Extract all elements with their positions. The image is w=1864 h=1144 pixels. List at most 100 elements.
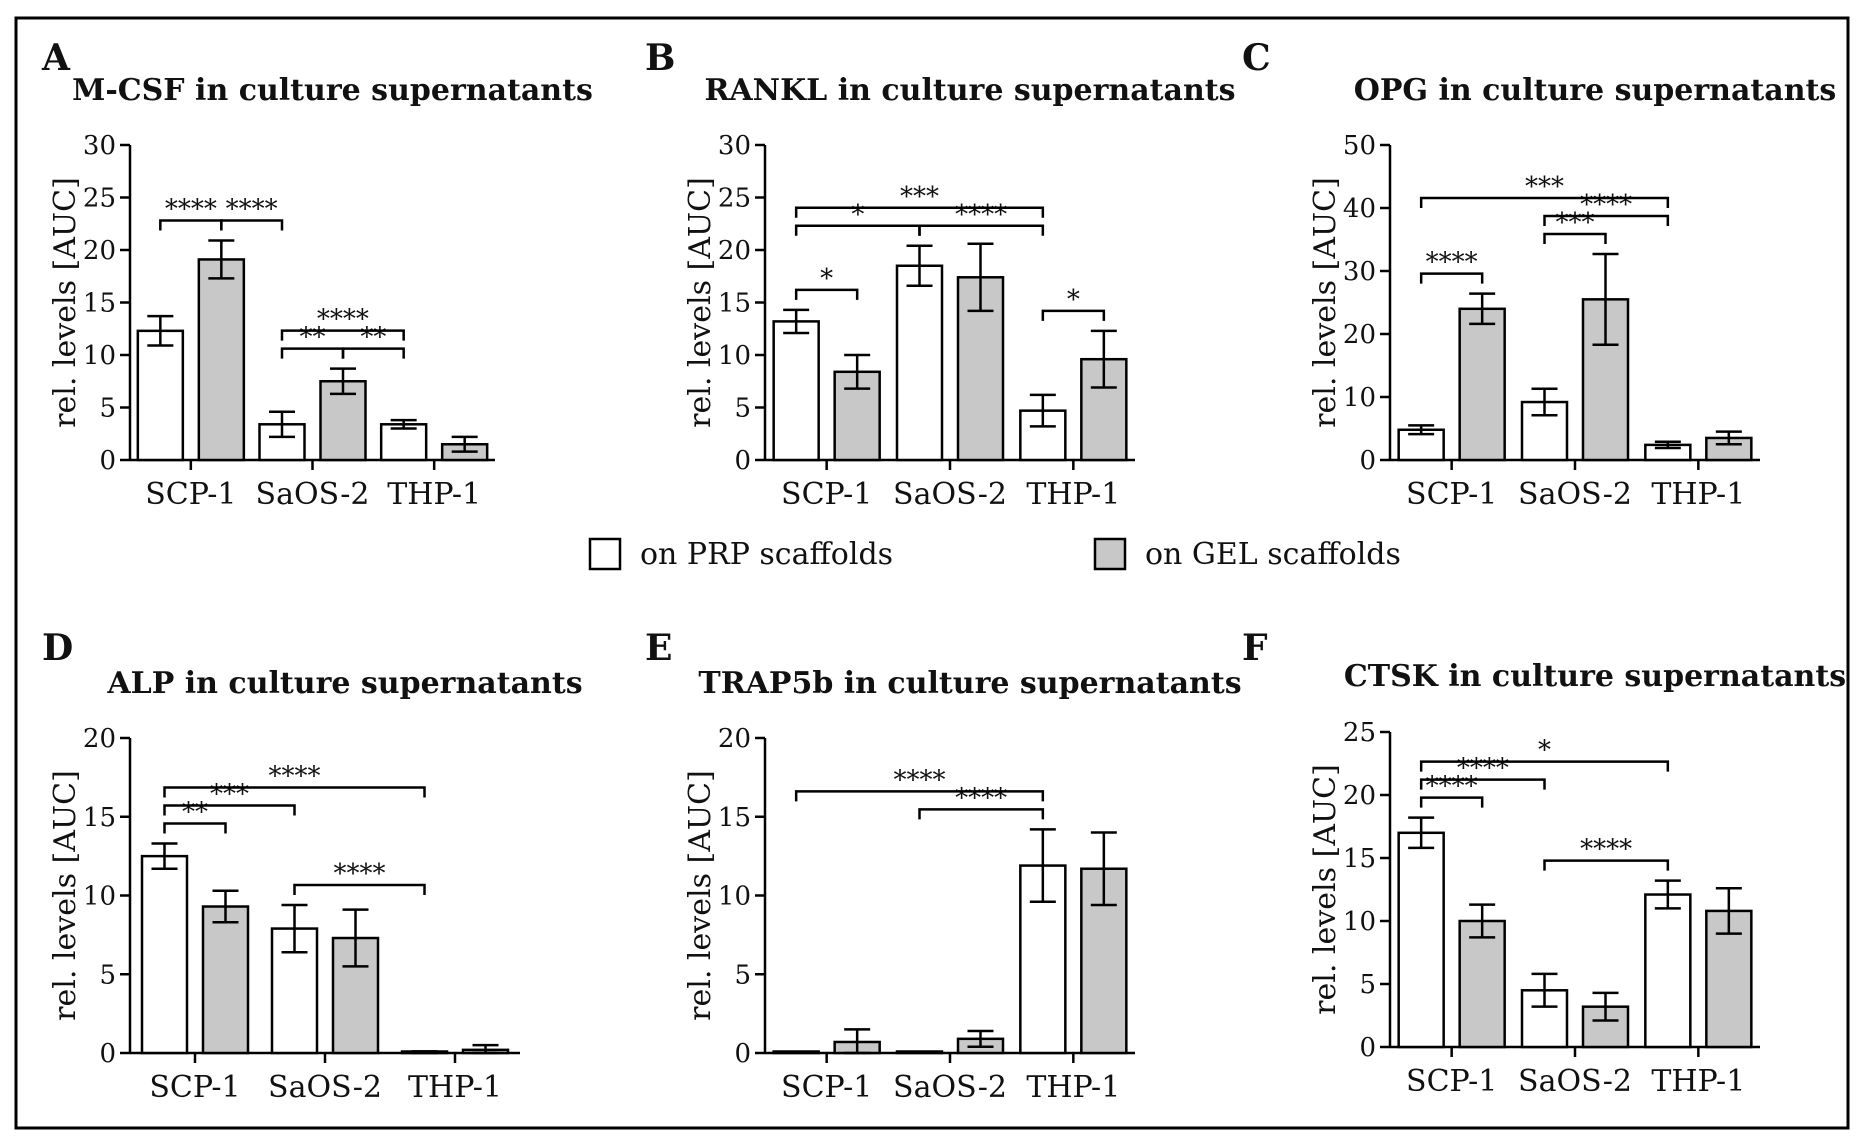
y-tick-label: 10 [1343,383,1376,413]
legend-swatch [1093,537,1127,571]
significance-label: **** [955,200,1007,230]
bar [1644,893,1692,1049]
y-axis-label: rel. levels [AUC] [48,177,83,428]
bar [1458,919,1506,1049]
significance-label: **** [1580,835,1632,865]
legend: on PRP scaffolds on GEL scaffolds [588,537,1401,572]
y-tick-label: 5 [734,394,751,424]
significance-bracket [1419,796,1484,808]
x-tick-label: THP-1 [408,1070,502,1105]
bar [136,329,185,462]
y-axis-label: rel. levels [AUC] [683,770,718,1021]
significance-bracket [794,206,1045,218]
significance-label: **** [317,305,369,335]
panel-E: E TRAP5b in culture supernatants 0 5 10 15 20r… [645,627,1242,1105]
significance-bracket [794,790,1045,802]
y-tick-label: 25 [83,184,116,214]
figure-frame [14,16,1850,1130]
significance-bracket [1543,232,1607,244]
y-tick-label: 0 [1359,1033,1376,1063]
y-tick-label: 15 [83,803,116,833]
panel-title: ALP in culture supernatants [106,666,582,701]
significance-bracket [1543,214,1670,226]
panel-letter: E [645,627,672,669]
y-tick-label: 20 [1343,320,1376,350]
significance-bracket [293,883,426,895]
y-tick-label: 25 [718,184,751,214]
y-tick-label: 25 [1343,718,1376,748]
y-tick-label: 0 [99,1039,116,1069]
significance-bracket [1543,859,1670,871]
y-tick-label: 20 [718,236,751,266]
significance-bracket [1419,272,1484,284]
bar [772,1050,820,1055]
y-tick-label: 10 [1343,907,1376,937]
y-axis-label: rel. levels [AUC] [683,177,718,428]
y-tick-label: 5 [99,960,116,990]
x-tick-label: THP-1 [1026,477,1120,512]
significance-label: **** [334,859,386,889]
significance-bracket [163,822,227,834]
y-tick-label: 10 [83,341,116,371]
bar [140,854,189,1055]
bar [895,264,944,462]
bar [895,1050,944,1055]
y-tick-label: 0 [1359,446,1376,476]
panel-letter: B [645,37,675,79]
significance-label: **** [1580,190,1632,220]
y-tick-label: 40 [1343,194,1376,224]
y-tick-label: 15 [83,289,116,319]
bar [197,258,246,462]
y-tick-label: 15 [718,289,751,319]
significance-label: *** [900,182,939,212]
significance-label: * [1067,285,1080,315]
y-tick-label: 10 [83,882,116,912]
significance-bracket [1419,196,1670,208]
significance-label: ** [360,323,386,353]
bar [1458,307,1506,462]
bar [1397,428,1445,462]
significance-bracket [918,808,1045,820]
significance-label: *** [210,780,249,810]
bar [1581,1005,1630,1049]
x-tick-label: SCP-1 [781,1070,872,1105]
panel-title: M-CSF in culture supernatants [72,73,593,108]
significance-bracket [1419,760,1670,772]
y-tick-label: 20 [83,236,116,266]
y-axis-label: rel. levels [AUC] [1308,764,1343,1015]
significance-label: *** [1525,172,1564,202]
x-tick-label: SaOS-2 [1518,477,1632,512]
x-tick-label: SCP-1 [145,477,236,512]
y-tick-label: 0 [99,446,116,476]
y-tick-label: 20 [1343,781,1376,811]
significance-label: **** [1426,248,1478,278]
panel-letter: F [1242,627,1268,669]
significance-bracket [794,288,859,300]
bar [1080,867,1128,1055]
significance-label: **** [894,765,946,795]
x-tick-label: SCP-1 [1406,477,1497,512]
legend-swatch [588,537,622,571]
significance-label: *** [1556,208,1595,238]
panel-F: F CTSK in culture supernatants 0 5 10 15 20 25r… [1242,627,1846,1099]
y-tick-label: 50 [1343,131,1376,161]
significance-label: ** [182,798,208,828]
significance-label: **** [1426,772,1478,802]
panel-letter: A [41,37,71,79]
y-tick-label: 5 [734,960,751,990]
panel-C: C OPG in culture supernatants 0 10 20 30 40 50r… [1242,37,1836,512]
y-tick-label: 30 [83,131,116,161]
significance-bracket [794,224,921,236]
y-tick-label: 15 [1343,844,1376,874]
y-tick-label: 20 [83,724,116,754]
x-tick-label: THP-1 [387,477,481,512]
x-tick-label: SaOS-2 [893,1070,1007,1105]
significance-label: ** [300,323,326,353]
panels: AM-CSF in culture supernatants 0 5 10 15 20 25… [41,37,1846,1105]
y-axis-label: rel. levels [AUC] [48,770,83,1021]
significance-label: * [820,264,833,294]
y-tick-label: 30 [718,131,751,161]
y-tick-label: 5 [1359,970,1376,1000]
significance-label: **** [269,762,321,792]
